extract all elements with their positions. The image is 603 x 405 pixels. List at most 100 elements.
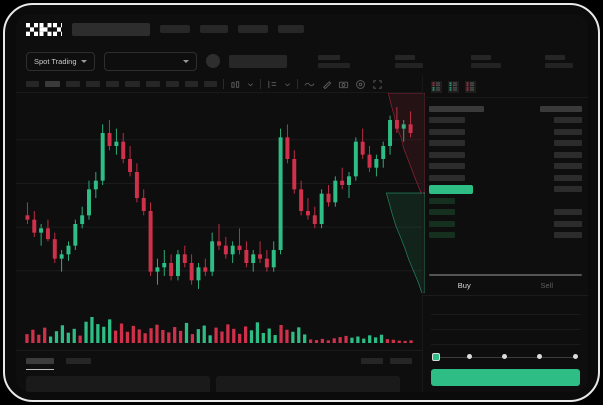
timeframe-5[interactable] bbox=[106, 81, 119, 87]
submit-buy-button[interactable] bbox=[431, 369, 580, 386]
price-candlestick-chart[interactable] bbox=[16, 93, 422, 303]
candle-type-icon[interactable] bbox=[230, 79, 241, 90]
active-tab-underline bbox=[26, 369, 54, 370]
orders-box-1 bbox=[26, 376, 210, 392]
orderbook-bids-icon[interactable] bbox=[448, 81, 459, 93]
orderbook-cell-right bbox=[554, 128, 582, 135]
pencil-icon[interactable] bbox=[321, 79, 332, 90]
line-chart-icon[interactable] bbox=[304, 79, 315, 90]
orderbook-cell-left bbox=[429, 105, 484, 112]
tab-buy[interactable]: Buy bbox=[457, 281, 471, 290]
orderbook-cell-left bbox=[429, 140, 465, 147]
orderbook-cell-left bbox=[429, 163, 465, 170]
order-field-2[interactable] bbox=[431, 315, 580, 330]
orderbook-row[interactable] bbox=[429, 172, 582, 184]
orders-tab-2[interactable] bbox=[66, 358, 91, 364]
okx-logo[interactable] bbox=[26, 22, 62, 36]
orderbook-cell-right bbox=[554, 151, 582, 158]
order-field-1[interactable] bbox=[431, 300, 580, 315]
orderbook-row[interactable] bbox=[429, 207, 582, 219]
orderbook-row[interactable] bbox=[429, 149, 582, 161]
timeframe-6[interactable] bbox=[125, 81, 140, 87]
indicator-icon[interactable] bbox=[267, 79, 278, 90]
chevron-down-icon bbox=[80, 59, 87, 63]
stat-value bbox=[395, 62, 424, 68]
buy-sell-tabs: Buy Sell bbox=[423, 276, 588, 296]
orderbook-cell-right bbox=[554, 117, 582, 124]
orderbook-asks-icon[interactable] bbox=[465, 81, 476, 93]
orders-placeholder-boxes bbox=[26, 376, 412, 392]
orders-action-2[interactable] bbox=[390, 358, 412, 364]
mark-price-value bbox=[554, 186, 582, 193]
orderbook-cell-right bbox=[554, 220, 582, 227]
orderbook-cell-left bbox=[429, 174, 465, 181]
orderbook-row[interactable] bbox=[429, 138, 582, 150]
timeframe-4[interactable] bbox=[86, 81, 100, 87]
stat-label bbox=[318, 54, 341, 60]
timeframe-3[interactable] bbox=[66, 81, 80, 87]
toolbar-divider bbox=[223, 79, 224, 89]
order-book-rows[interactable] bbox=[423, 98, 588, 272]
tab-sell[interactable]: Sell bbox=[540, 281, 553, 290]
orders-tabs bbox=[26, 358, 412, 370]
amount-slider[interactable] bbox=[432, 352, 579, 362]
order-field-3[interactable] bbox=[431, 330, 580, 345]
market-depth-chart[interactable] bbox=[383, 93, 425, 293]
timeframe-2[interactable] bbox=[45, 81, 60, 87]
timeframe-1[interactable] bbox=[26, 81, 39, 87]
orderbook-cell-left bbox=[429, 209, 455, 216]
slider-step-5[interactable] bbox=[573, 354, 578, 359]
timeframe-10[interactable] bbox=[204, 81, 217, 87]
volume-svg bbox=[25, 317, 413, 343]
nav-item-3[interactable] bbox=[238, 25, 268, 33]
pair-coin-avatar bbox=[206, 54, 221, 68]
slider-step-2[interactable] bbox=[467, 354, 472, 359]
orderbook-row[interactable] bbox=[429, 126, 582, 138]
order-form-fields bbox=[423, 296, 588, 345]
nav-item-4[interactable] bbox=[278, 25, 304, 33]
trading-mode-dropdown[interactable]: Spot Trading bbox=[26, 51, 95, 71]
orderbook-cell-right bbox=[554, 209, 582, 216]
orderbook-cell-right bbox=[540, 105, 582, 112]
chevron-down-icon[interactable] bbox=[284, 79, 291, 90]
orderbook-row[interactable] bbox=[429, 218, 582, 230]
orderbook-cell-left bbox=[429, 232, 455, 239]
slider-step-4[interactable] bbox=[537, 354, 542, 359]
trading-mode-label: Spot Trading bbox=[34, 56, 77, 66]
nav-item-1[interactable] bbox=[160, 25, 190, 33]
orderbook-row[interactable] bbox=[429, 103, 582, 115]
ticker-bar: Spot Trading bbox=[16, 46, 588, 76]
orderbook-cell-left bbox=[429, 220, 455, 227]
orders-action-1[interactable] bbox=[361, 358, 383, 364]
orderbook-row-mark[interactable] bbox=[429, 184, 582, 196]
orderbook-cell-left bbox=[429, 117, 465, 124]
timeframe-8[interactable] bbox=[166, 81, 179, 87]
orderbook-cell-right bbox=[554, 174, 582, 181]
nav-item-2[interactable] bbox=[200, 25, 228, 33]
orderbook-cell-left bbox=[429, 151, 465, 158]
volume-histogram[interactable] bbox=[16, 305, 422, 350]
orderbook-cell-right bbox=[554, 163, 582, 170]
camera-icon[interactable] bbox=[338, 79, 349, 90]
search-input[interactable] bbox=[72, 22, 150, 36]
slider-step-3[interactable] bbox=[502, 354, 507, 359]
orderbook-cell-left bbox=[429, 197, 455, 204]
fullscreen-icon[interactable] bbox=[372, 79, 383, 90]
orderbook-row[interactable] bbox=[429, 230, 582, 242]
orderbook-row[interactable] bbox=[429, 195, 582, 207]
timeframe-7[interactable] bbox=[146, 81, 160, 87]
orderbook-row[interactable] bbox=[429, 161, 582, 173]
settings-icon[interactable] bbox=[355, 79, 366, 90]
timeframe-9[interactable] bbox=[185, 81, 198, 87]
chevron-down-icon[interactable] bbox=[247, 79, 254, 90]
orderbook-row[interactable] bbox=[429, 115, 582, 127]
slider-handle[interactable] bbox=[432, 352, 440, 361]
stat-value bbox=[545, 62, 574, 68]
ticker-stat-4 bbox=[545, 54, 578, 68]
pair-select[interactable] bbox=[103, 51, 198, 71]
orderbook-both-icon[interactable] bbox=[431, 81, 442, 93]
orders-tab-1[interactable] bbox=[26, 358, 54, 364]
stat-label bbox=[471, 54, 492, 60]
orderbook-scrollbar[interactable] bbox=[429, 274, 582, 276]
